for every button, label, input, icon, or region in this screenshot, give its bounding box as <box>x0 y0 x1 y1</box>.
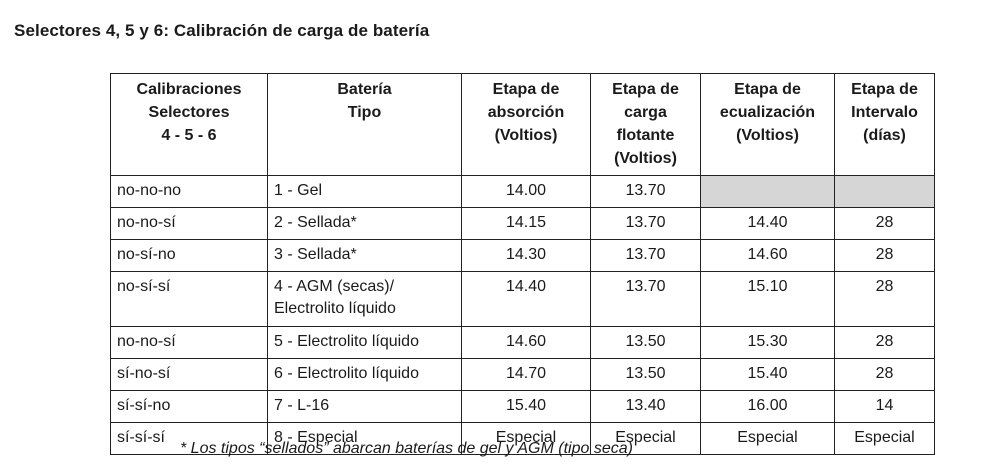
cell-absorption: 14.40 <box>461 271 591 327</box>
battery-calibration-table: Calibraciones Selectores 4 - 5 - 6 Bater… <box>110 73 935 455</box>
cell-float: 13.70 <box>590 239 701 272</box>
table-row: sí-sí-no 7 - L-16 15.40 13.40 16.00 14 <box>110 390 935 423</box>
table-row: sí-no-sí 6 - Electrolito líquido 14.70 13.5… <box>110 358 935 391</box>
cell-interval <box>834 175 935 208</box>
cell-battery-type: 4 - AGM (secas)/ Electrolito líquido <box>267 271 462 327</box>
cell-equalization: 14.60 <box>700 239 835 272</box>
cell-float: 13.70 <box>590 175 701 208</box>
cell-float: 13.50 <box>590 358 701 391</box>
cell-battery-type: 8 - Especial <box>267 422 462 455</box>
cell-battery-type: 6 - Electrolito líquido <box>267 358 462 391</box>
header-float: Etapa de carga flotante (Voltios) <box>590 73 701 176</box>
table-row: no-sí-no 3 - Sellada* 14.30 13.70 14.60 28 <box>110 239 935 272</box>
footnote: * Los tipos “sellados” abarcan baterías … <box>180 440 633 457</box>
cell-absorption: Especial <box>461 422 591 455</box>
header-interval: Etapa de Intervalo (días) <box>834 73 935 176</box>
cell-battery-type: 3 - Sellada* <box>267 239 462 272</box>
header-selectors: Calibraciones Selectores 4 - 5 - 6 <box>110 73 268 176</box>
cell-selectors: no-sí-no <box>110 239 268 272</box>
cell-interval: 14 <box>834 390 935 423</box>
cell-battery-type: 5 - Electrolito líquido <box>267 326 462 359</box>
cell-float: 13.70 <box>590 207 701 240</box>
table-body: no-no-no 1 - Gel 14.00 13.70 no-no-sí 2 - Sel… <box>110 175 935 455</box>
header-equalization: Etapa de ecualización (Voltios) <box>700 73 835 176</box>
cell-equalization: 15.40 <box>700 358 835 391</box>
cell-absorption: 14.15 <box>461 207 591 240</box>
cell-absorption: 14.30 <box>461 239 591 272</box>
cell-interval: 28 <box>834 207 935 240</box>
cell-interval: 28 <box>834 326 935 359</box>
table-row: no-no-no 1 - Gel 14.00 13.70 <box>110 175 935 208</box>
header-absorption: Etapa de absorción (Voltios) <box>461 73 591 176</box>
table-row: no-no-sí 2 - Sellada* 14.15 13.70 14.40 28 <box>110 207 935 240</box>
page-heading: Selectores 4, 5 y 6: Calibración de carg… <box>14 21 430 40</box>
cell-float: 13.40 <box>590 390 701 423</box>
table-row: no-no-sí 5 - Electrolito líquido 14.60 13.5… <box>110 326 935 359</box>
cell-interval: 28 <box>834 239 935 272</box>
cell-battery-type: 1 - Gel <box>267 175 462 208</box>
cell-equalization: 16.00 <box>700 390 835 423</box>
cell-selectors: sí-sí-sí <box>110 422 268 455</box>
cell-selectors: sí-no-sí <box>110 358 268 391</box>
cell-battery-type: 7 - L-16 <box>267 390 462 423</box>
cell-float: 13.50 <box>590 326 701 359</box>
cell-interval: 28 <box>834 358 935 391</box>
cell-absorption: 14.60 <box>461 326 591 359</box>
table-header-row: Calibraciones Selectores 4 - 5 - 6 Bater… <box>110 73 935 176</box>
cell-equalization: Especial <box>700 422 835 455</box>
cell-selectors: no-no-no <box>110 175 268 208</box>
cell-interval: Especial <box>834 422 935 455</box>
cell-equalization: 15.10 <box>700 271 835 327</box>
cell-equalization <box>700 175 835 208</box>
cell-float: 13.70 <box>590 271 701 327</box>
header-battery-type: Batería Tipo <box>267 73 462 176</box>
table-row: sí-sí-sí 8 - Especial Especial Especial Espe… <box>110 422 935 455</box>
cell-interval: 28 <box>834 271 935 327</box>
table-row: no-sí-sí 4 - AGM (secas)/ Electrolito líq… <box>110 271 935 327</box>
cell-absorption: 14.70 <box>461 358 591 391</box>
cell-float: Especial <box>590 422 701 455</box>
cell-equalization: 14.40 <box>700 207 835 240</box>
cell-selectors: no-sí-sí <box>110 271 268 327</box>
cell-equalization: 15.30 <box>700 326 835 359</box>
cell-absorption: 14.00 <box>461 175 591 208</box>
cell-selectors: no-no-sí <box>110 326 268 359</box>
cell-battery-type: 2 - Sellada* <box>267 207 462 240</box>
cell-selectors: sí-sí-no <box>110 390 268 423</box>
cell-selectors: no-no-sí <box>110 207 268 240</box>
cell-absorption: 15.40 <box>461 390 591 423</box>
